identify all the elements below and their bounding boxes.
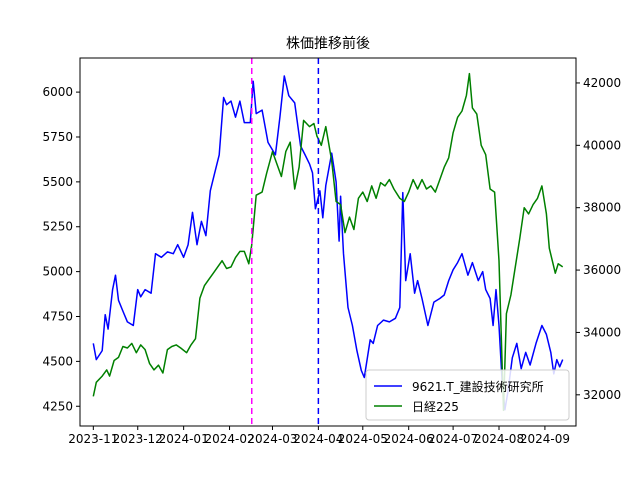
left-y-tick-label: 6000 xyxy=(42,85,73,99)
x-tick-label: 2024-08 xyxy=(474,432,524,446)
legend-label-series-1: 9621.T_建設技術研究所 xyxy=(412,379,544,394)
x-tick-label: 2023-11 xyxy=(68,432,118,446)
left-y-tick-label: 4500 xyxy=(42,354,73,368)
x-tick-label: 2024-06 xyxy=(384,432,434,446)
series-line-2 xyxy=(92,72,564,412)
right-y-tick-label: 36000 xyxy=(583,263,621,277)
right-y-tick-label: 34000 xyxy=(583,325,621,339)
plot-area xyxy=(92,58,564,426)
right-y-tick-label: 38000 xyxy=(583,201,621,215)
x-tick-label: 2024-09 xyxy=(520,432,570,446)
legend: 9621.T_建設技術研究所 日経225 xyxy=(365,369,570,421)
x-tick-label: 2024-01 xyxy=(159,432,209,446)
x-tick-label: 2024-04 xyxy=(293,432,343,446)
x-tick-label: 2024-02 xyxy=(204,432,254,446)
left-y-tick-label: 5250 xyxy=(42,220,73,234)
x-tick-label: 2024-05 xyxy=(338,432,388,446)
right-y-axis: 32000 34000 36000 38000 40000 42000 xyxy=(576,76,621,402)
legend-box xyxy=(365,369,570,421)
left-y-tick-label: 5000 xyxy=(42,265,73,279)
plot-frame xyxy=(79,57,577,427)
left-y-axis: 4250 4500 4750 5000 5250 5500 5750 6000 xyxy=(42,85,80,413)
right-y-tick-label: 32000 xyxy=(583,388,621,402)
right-y-tick-label: 40000 xyxy=(583,138,621,152)
left-y-tick-label: 4250 xyxy=(42,399,73,413)
x-axis: 2023-112023-122024-012024-022024-032024-… xyxy=(68,426,570,446)
right-y-tick-label: 42000 xyxy=(583,76,621,90)
chart-title: 株価推移前後 xyxy=(286,35,370,52)
x-tick-label: 2024-03 xyxy=(247,432,297,446)
legend-label-series-2: 日経225 xyxy=(412,400,459,414)
x-tick-label: 2023-12 xyxy=(113,432,163,446)
x-tick-label: 2024-07 xyxy=(428,432,478,446)
series-line-1 xyxy=(92,75,564,411)
left-y-tick-label: 5750 xyxy=(42,130,73,144)
left-y-tick-label: 4750 xyxy=(42,309,73,323)
left-y-tick-label: 5500 xyxy=(42,175,73,189)
